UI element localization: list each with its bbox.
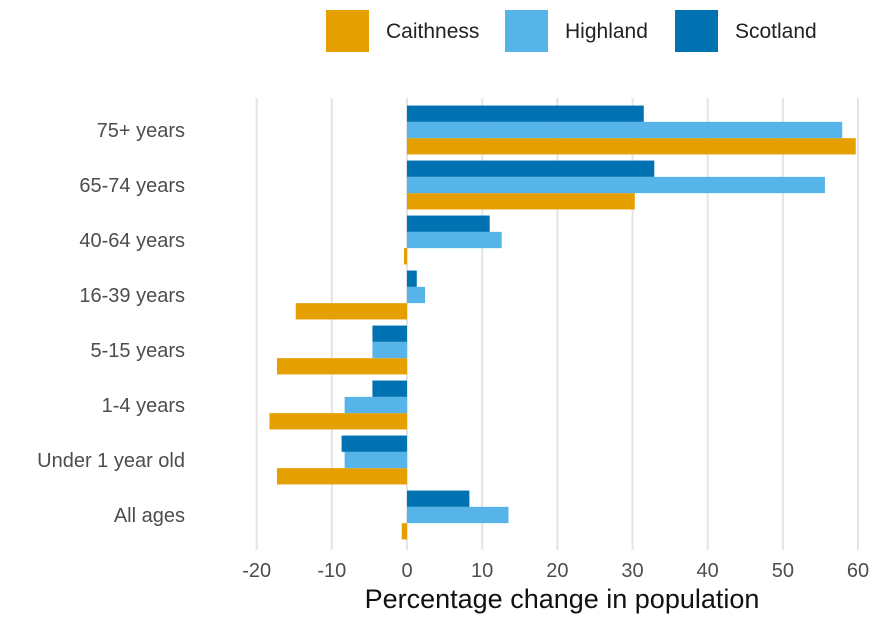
- legend-swatch-caithness: [326, 10, 369, 52]
- x-tick-label-10: -10: [317, 560, 346, 582]
- y-tick-label-16-39-years: 16-39 years: [79, 285, 185, 307]
- legend-label-scotland: Scotland: [735, 20, 817, 43]
- bar-highland-all-ages: [407, 506, 509, 524]
- bar-scotland-75-years: [407, 105, 644, 122]
- bar-highland-1-4-years: [344, 396, 407, 414]
- x-tick-label-30: 30: [621, 560, 643, 582]
- bar-scotland-all-ages: [407, 490, 470, 507]
- bar-highland-75-years: [407, 121, 843, 139]
- y-tick-label-all-ages: All ages: [114, 505, 185, 527]
- y-tick-labels: 75+ years 65-74 years 40-64 years 16-39 yea…: [37, 120, 185, 527]
- bar-scotland-under-1-year-old: [341, 435, 407, 452]
- y-tick-label-1-4-years: 1-4 years: [102, 395, 185, 417]
- legend-label-highland: Highland: [565, 20, 648, 43]
- bar-caithness-16-39-years: [295, 303, 407, 320]
- bar-caithness-75-years: [407, 138, 856, 155]
- y-tick-label-65-74-years: 65-74 years: [79, 175, 185, 197]
- legend-swatch-highland: [505, 10, 548, 52]
- bar-caithness-65-74-years: [407, 193, 635, 210]
- bar-scotland-65-74-years: [407, 160, 655, 177]
- y-tick-label-5-15-years: 5-15 years: [91, 340, 186, 362]
- legend-label-caithness: Caithness: [386, 20, 479, 43]
- y-tick-label-75-years: 75+ years: [97, 120, 185, 142]
- bar-caithness-under-1-year-old: [276, 468, 407, 485]
- x-tick-label-20: 20: [546, 560, 568, 582]
- x-tick-label-40: 40: [697, 560, 719, 582]
- bar-highland-16-39-years: [407, 286, 426, 304]
- x-axis-title: Percentage change in population: [365, 584, 760, 614]
- bar-highland-40-64-years: [407, 231, 502, 249]
- x-tick-label-20: -20: [242, 560, 271, 582]
- bar-caithness-40-64-years: [403, 248, 407, 265]
- x-tick-label-0: 0: [401, 560, 412, 582]
- legend: Caithness Highland Scotland: [326, 10, 817, 52]
- bar-highland-under-1-year-old: [344, 451, 407, 469]
- bar-highland-65-74-years: [407, 176, 825, 194]
- bar-scotland-1-4-years: [372, 380, 407, 397]
- x-tick-label-10: 10: [471, 560, 493, 582]
- bar-scotland-40-64-years: [407, 215, 490, 232]
- bar-caithness-5-15-years: [276, 358, 407, 375]
- x-tick-labels: -20 -10 0 10 20 30 40 50 60: [242, 560, 869, 582]
- bar-caithness-all-ages: [401, 523, 407, 540]
- bar-scotland-5-15-years: [372, 325, 407, 342]
- y-tick-label-40-64-years: 40-64 years: [79, 230, 185, 252]
- x-tick-label-50: 50: [772, 560, 794, 582]
- y-tick-label-under-1-year-old: Under 1 year old: [37, 450, 185, 472]
- bar-highland-5-15-years: [372, 341, 407, 359]
- legend-swatch-scotland: [675, 10, 718, 52]
- x-tick-label-60: 60: [847, 560, 869, 582]
- bar-caithness-1-4-years: [269, 413, 407, 430]
- bars: [269, 105, 856, 540]
- bar-scotland-16-39-years: [407, 270, 417, 287]
